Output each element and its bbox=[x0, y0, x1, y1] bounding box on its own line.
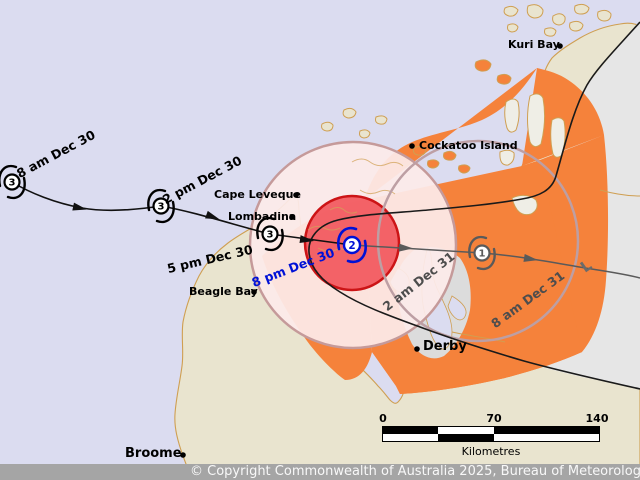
islands-north bbox=[321, 3, 612, 139]
place-label-kuri-bay: Kuri Bay bbox=[508, 38, 560, 51]
svg-text:3: 3 bbox=[9, 178, 16, 189]
place-label-cape-leveque: Cape Leveque bbox=[214, 188, 301, 201]
copyright-bar: © Copyright Commonwealth of Australia 20… bbox=[0, 464, 640, 480]
cyclone-symbol-2am-dec31: 1 bbox=[468, 235, 496, 271]
gale-extent-line bbox=[308, 21, 640, 390]
scale-bar: 0 70 140 Kilometres bbox=[370, 412, 610, 458]
scale-ticks: 0 70 140 bbox=[370, 412, 610, 426]
place-label-derby: Derby bbox=[423, 339, 467, 354]
scale-tick-70: 70 bbox=[486, 412, 502, 425]
place-label-broome: Broome bbox=[125, 446, 182, 461]
place-dots bbox=[180, 43, 563, 458]
cyclone-symbol-8am-dec30: 3 bbox=[0, 164, 26, 200]
svg-text:2: 2 bbox=[348, 240, 355, 252]
svg-text:3: 3 bbox=[158, 202, 165, 213]
forecast-track-line bbox=[351, 244, 640, 279]
place-label-beagle-bay: Beagle Bay bbox=[189, 285, 258, 298]
river-line bbox=[451, 189, 640, 343]
cyclone-symbol-5pm-dec30: 3 bbox=[256, 216, 284, 252]
place-label-lombadina: Lombadina bbox=[228, 210, 297, 223]
svg-text:1: 1 bbox=[479, 249, 486, 260]
past-track-arrows bbox=[72, 202, 314, 243]
scale-bar-body bbox=[382, 426, 600, 442]
place-label-cockatoo-island: Cockatoo Island bbox=[419, 139, 518, 152]
scale-tick-0: 0 bbox=[379, 412, 387, 425]
scale-unit-label: Kilometres bbox=[461, 445, 521, 458]
cyclone-symbol-2pm-dec30: 3 bbox=[147, 188, 175, 224]
svg-text:3: 3 bbox=[267, 230, 274, 241]
uncertainty-circle bbox=[376, 139, 580, 343]
cyclone-symbol-current: 2 bbox=[337, 226, 367, 264]
forecast-track-arrows bbox=[398, 243, 538, 262]
scale-tick-140: 140 bbox=[585, 412, 609, 425]
